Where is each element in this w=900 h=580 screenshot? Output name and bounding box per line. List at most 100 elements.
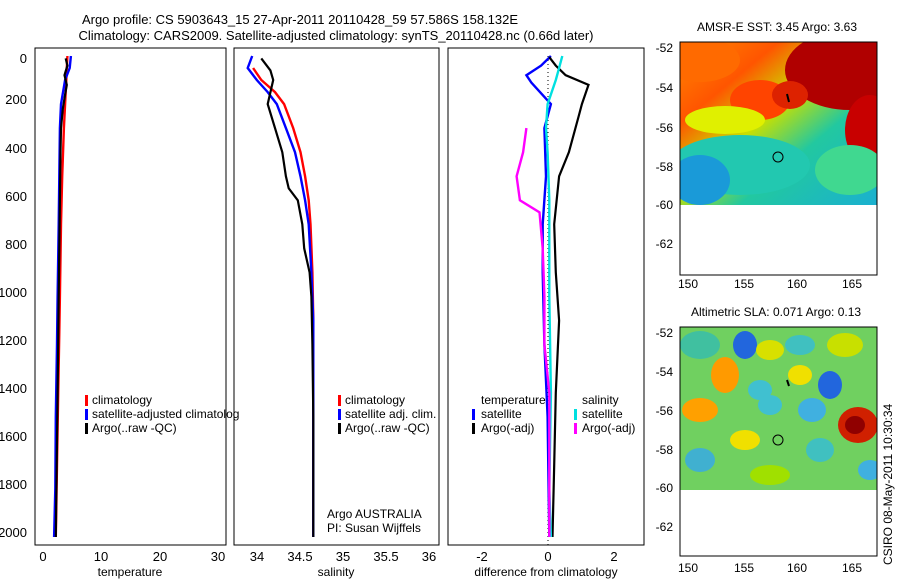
depth-tick-label: 2000 (0, 525, 27, 540)
legend-swatch-argo (85, 423, 88, 434)
sst-map-title: AMSR-E SST: 3.45 Argo: 3.63 (697, 20, 857, 34)
annotation-argo-australia: Argo AUSTRALIA (327, 507, 422, 521)
temperature-axes (34, 47, 227, 546)
sal-x-tick: 35.5 (373, 549, 398, 564)
sst-y-tick: -54 (656, 81, 674, 95)
sst-y-tick: -60 (656, 198, 674, 212)
depth-tick-label: 800 (5, 237, 27, 252)
legend-label: climatology (92, 393, 152, 407)
sst-y-tick: -58 (656, 160, 674, 174)
salinity-series (246, 55, 315, 537)
depth-tick-label: 1800 (0, 477, 27, 492)
series-line-argo-raw-qc- (54, 58, 69, 538)
legend-label: Argo(..raw -QC) (92, 421, 177, 435)
sst-x-tick: 160 (787, 277, 807, 291)
argo-profile-marker (772, 151, 784, 163)
sla-x-tick: 150 (678, 561, 698, 575)
legend-label: satellite-adjusted climatolog (92, 407, 239, 421)
sla-x-tick: 155 (734, 561, 754, 575)
legend-swatch-temp-satellite (472, 409, 475, 420)
diff-x-tick: 2 (610, 549, 617, 564)
difference-series (515, 55, 590, 538)
legend-swatch-sal-argo (574, 423, 577, 434)
legend-swatch-climatology (85, 395, 88, 406)
depth-tick-label: 600 (5, 189, 27, 204)
series-line-salinity-argo-adj- (515, 127, 551, 537)
temperature-panel: 0 10 20 30 temperature climatology satel… (39, 55, 239, 579)
legend-swatch-satellite (338, 409, 341, 420)
legend-label: satellite (481, 407, 522, 421)
chart-title-line1: Argo profile: CS 5903643_15 27-Apr-2011 … (82, 12, 518, 27)
temp-x-tick: 10 (94, 549, 108, 564)
legend-swatch-argo (338, 423, 341, 434)
legend-swatch-temp-argo (472, 423, 475, 434)
sal-x-tick: 34.5 (287, 549, 312, 564)
sal-x-tick: 36 (422, 549, 436, 564)
temp-x-tick: 20 (153, 549, 167, 564)
legend-group-title: temperature (481, 393, 546, 407)
depth-tick-label: 200 (5, 92, 27, 107)
legend-label: Argo(-adj) (582, 421, 635, 435)
argo-float-track (786, 93, 790, 103)
series-line-temperature-argo-adj- (548, 56, 590, 538)
sal-x-tick: 35 (336, 549, 350, 564)
temp-x-tick: 0 (39, 549, 46, 564)
diff-x-tick: -2 (476, 549, 488, 564)
series-line-climatology (252, 67, 315, 537)
salinity-panel: 34 34.5 35 35.5 36 salinity climatology … (246, 55, 436, 579)
sla-x-tick: 160 (787, 561, 807, 575)
difference-axes (447, 47, 645, 546)
sst-x-tick: 150 (678, 277, 698, 291)
argo-profile-marker (772, 434, 784, 446)
depth-tick-label: 1600 (0, 429, 27, 444)
series-line-temperature-satellite (524, 55, 553, 538)
sla-y-tick: -62 (656, 520, 674, 534)
depth-tick-label: 400 (5, 141, 27, 156)
argo-float-track (786, 379, 790, 387)
sla-map-title: Altimetric SLA: 0.071 Argo: 0.13 (691, 305, 861, 319)
depth-tick-label: 1000 (0, 285, 27, 300)
legend-group-title: salinity (582, 393, 619, 407)
salinity-axes (233, 47, 440, 546)
sla-y-tick: -52 (656, 326, 674, 340)
sst-field (680, 42, 877, 205)
legend-swatch-satellite (85, 409, 88, 420)
sla-y-tick: -58 (656, 443, 674, 457)
temperature-series (52, 55, 73, 538)
diff-x-label: difference from climatology (474, 565, 617, 579)
sal-x-tick: 34 (250, 549, 264, 564)
csiro-timestamp: CSIRO 08-May-2011 10:30:34 (881, 403, 895, 565)
sla-field (680, 327, 877, 490)
sst-map: AMSR-E SST: 3.45 Argo: 3.63 -52 -54 -56 … (656, 20, 878, 291)
sla-y-tick: -60 (656, 481, 674, 495)
series-line-argo-raw-qc- (260, 57, 315, 537)
legend-label: Argo(..raw -QC) (345, 421, 430, 435)
sla-y-tick: -56 (656, 404, 674, 418)
sla-y-tick: -54 (656, 365, 674, 379)
sst-y-tick: -56 (656, 121, 674, 135)
legend-label: satellite (582, 407, 623, 421)
legend-label: Argo(-adj) (481, 421, 534, 435)
chart-title-line2: Climatology: CARS2009. Satellite-adjuste… (79, 28, 594, 43)
diff-x-tick: 0 (544, 549, 551, 564)
series-line-satellite-adj-clim- (246, 55, 315, 537)
sla-map-frame (679, 326, 878, 557)
sst-x-tick: 165 (842, 277, 862, 291)
sla-map: Altimetric SLA: 0.071 Argo: 0.13 (656, 305, 878, 575)
legend-label: satellite adj. clim. (345, 407, 436, 421)
temp-x-label: temperature (98, 565, 163, 579)
depth-tick-label: 0 (20, 51, 27, 66)
sst-map-frame (679, 41, 878, 276)
depth-axis: 0 200 400 600 800 1000 1200 1400 1600 18… (0, 51, 27, 540)
legend-swatch-climatology (338, 395, 341, 406)
sst-y-tick: -52 (656, 41, 674, 55)
sla-x-tick: 165 (842, 561, 862, 575)
depth-tick-label: 1200 (0, 333, 27, 348)
annotation-pi: PI: Susan Wijffels (327, 521, 421, 535)
sst-y-tick: -62 (656, 237, 674, 251)
depth-tick-label: 1400 (0, 381, 27, 396)
legend-swatch-sal-satellite (574, 409, 577, 420)
difference-panel: -2 0 2 difference from climatology tempe… (472, 55, 635, 579)
sal-x-label: salinity (318, 565, 355, 579)
